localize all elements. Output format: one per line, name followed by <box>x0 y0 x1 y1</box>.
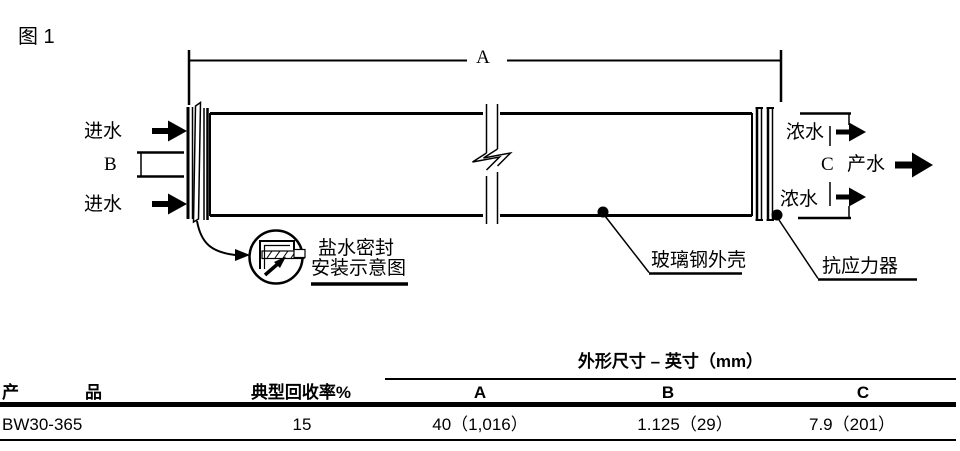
cell-product: BW30-365 <box>2 415 83 434</box>
callout-arrowhead-icon <box>235 249 250 261</box>
shell-leader <box>597 206 742 275</box>
end-cap <box>755 107 783 221</box>
permeate-arrow-icon <box>895 152 933 178</box>
membrane-element-diagram <box>137 50 933 286</box>
feed-top-label: 进水 <box>84 121 123 142</box>
cell-dim-b: 1.125（29） <box>637 415 733 434</box>
break-symbol <box>472 104 513 224</box>
concentrate-bottom-arrow-icon <box>836 187 866 207</box>
table-header-rule <box>0 402 956 407</box>
concentrate-top-arrow-icon <box>836 122 866 142</box>
col-header-b: B <box>661 383 675 402</box>
dimension-b-lines <box>137 151 184 178</box>
cell-recovery: 15 <box>292 415 312 434</box>
dimension-a-lines <box>187 50 783 105</box>
cell-dim-c: 7.9（201） <box>809 415 895 434</box>
col-header-recovery: 典型回收率% <box>250 383 352 402</box>
concentrate-top-label: 浓水 <box>786 122 825 143</box>
dim-b-label: B <box>104 154 117 175</box>
shell-label: 玻璃钢外壳 <box>651 250 747 271</box>
dimension-c-lines <box>798 112 851 220</box>
table-group-header: 外形尺寸 – 英寸（mm） <box>577 352 764 371</box>
flow-arrows <box>152 120 933 215</box>
brine-seal <box>186 101 209 224</box>
brine-seal-callout <box>196 220 306 285</box>
atd-leader <box>778 219 917 281</box>
concentrate-bottom-label: 浓水 <box>780 189 819 210</box>
feed-top-arrow-icon <box>152 120 187 142</box>
atd-label: 抗应力器 <box>822 256 899 277</box>
feed-bottom-arrow-icon <box>152 193 187 215</box>
atd-marker-dot <box>771 209 783 221</box>
membrane-body <box>209 112 753 217</box>
table-group-rule <box>385 378 956 380</box>
seal-caption-line2: 安装示意图 <box>311 258 407 279</box>
shell-marker-dot <box>597 206 609 218</box>
dim-a-label: A <box>476 47 490 68</box>
feed-bottom-label: 进水 <box>84 194 123 215</box>
figure-title: 图 1 <box>18 26 55 48</box>
cell-dim-a: 40（1,016） <box>432 415 528 434</box>
col-header-product: 产品 <box>2 383 168 402</box>
permeate-label: 产水 <box>847 154 886 175</box>
col-header-a: A <box>473 383 487 402</box>
dim-c-label: C <box>821 154 834 175</box>
seal-caption-line1: 盐水密封 <box>318 238 395 259</box>
col-header-c: C <box>856 383 870 402</box>
table-bottom-rule <box>0 439 956 441</box>
